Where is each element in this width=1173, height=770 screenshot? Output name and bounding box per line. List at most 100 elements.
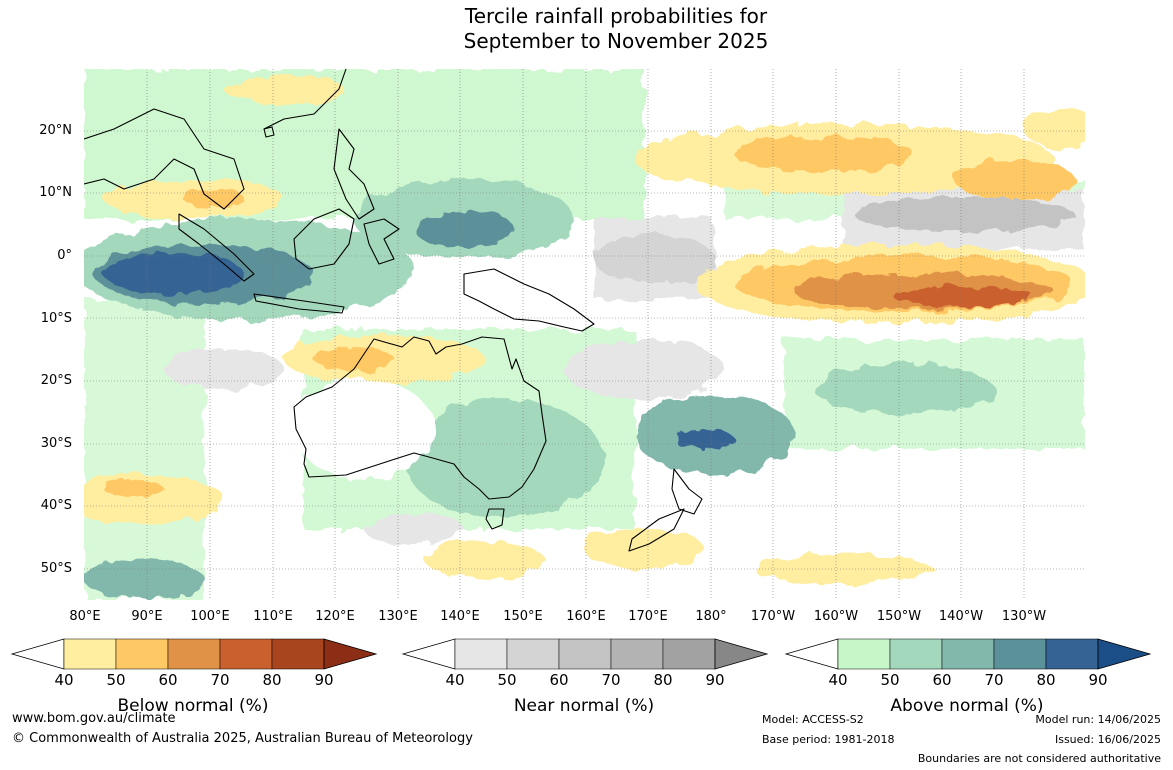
lon-label-130w: 130°W (1001, 609, 1047, 624)
lon-label-150w: 150°W (876, 609, 922, 624)
below-tick-60: 60 (158, 671, 178, 689)
probability-shading (84, 69, 1085, 599)
lat-label-0: 0° (57, 248, 72, 263)
near-tick-70: 70 (601, 671, 621, 689)
below-tick-90: 90 (314, 671, 334, 689)
colorbar-near-normal (401, 637, 769, 671)
above-tick-80: 80 (1036, 671, 1056, 689)
coastlines (84, 69, 703, 552)
tasmania-coast (485, 508, 505, 530)
lat-label-20s: 20°S (40, 373, 72, 388)
lon-label-160w: 160°W (813, 609, 859, 624)
lon-label-110e: 110°E (253, 609, 293, 624)
colorbar-near-swatch-4 (662, 638, 716, 670)
lat-label-50s: 50°S (40, 561, 72, 576)
model-run-date: Model run: 14/06/2025 (1035, 713, 1161, 726)
colorbar-above-swatch-3 (993, 638, 1047, 670)
lon-label-140w: 140°W (938, 609, 984, 624)
new-guinea-coast (463, 268, 595, 332)
colorbar-above-under-arrow (784, 638, 839, 670)
colorbar-above-over-arrow (1097, 638, 1152, 670)
colorbar-near-normal-graphic (401, 638, 769, 670)
new-zealand-north (671, 468, 703, 515)
copyright-notice: © Commonwealth of Australia 2025, Austra… (12, 731, 473, 746)
lon-label-180: 180° (695, 609, 727, 624)
colorbar-below-swatch-3 (219, 638, 273, 670)
above-tick-60: 60 (932, 671, 952, 689)
lon-label-170w: 170°W (750, 609, 796, 624)
colorbar-above-swatch-1 (889, 638, 943, 670)
below-tick-80: 80 (262, 671, 282, 689)
above-tick-90: 90 (1088, 671, 1108, 689)
below-tick-70: 70 (210, 671, 230, 689)
near-tick-80: 80 (653, 671, 673, 689)
colorbar-above-normal (784, 637, 1152, 671)
lon-label-90e: 90°E (131, 609, 163, 624)
colorbar-near-swatch-3 (610, 638, 664, 670)
lat-label-10n: 10°N (39, 185, 72, 200)
model-name: Model: ACCESS-S2 (762, 713, 864, 726)
above-tick-50: 50 (880, 671, 900, 689)
sumatra-coast (178, 213, 255, 282)
colorbar-below-swatch-0 (63, 638, 117, 670)
colorbar-above-swatch-4 (1045, 638, 1099, 670)
lat-label-30s: 30°S (40, 436, 72, 451)
lat-label-10s: 10°S (40, 311, 72, 326)
java-coast (253, 293, 345, 314)
borneo-coast (293, 208, 355, 270)
near-tick-90: 90 (705, 671, 725, 689)
lon-label-120e: 120°E (315, 609, 355, 624)
colorbar-below-normal (10, 637, 378, 671)
asia-mainland-coast (84, 108, 245, 210)
colorbar-above-swatch-0 (837, 638, 891, 670)
issued-date: Issued: 16/06/2025 (1054, 733, 1161, 746)
lon-label-100e: 100°E (190, 609, 230, 624)
philippines-coast (333, 128, 375, 220)
below-tick-50: 50 (106, 671, 126, 689)
colorbar-near-swatch-0 (454, 638, 508, 670)
colorbar-below-normal-graphic (10, 638, 378, 670)
colorbar-above-normal-graphic (784, 638, 1152, 670)
australia-coast (293, 336, 547, 500)
near-tick-40: 40 (445, 671, 465, 689)
map-canvas (84, 69, 1085, 600)
china-coast (263, 69, 347, 130)
map-title: Tercile rainfall probabilities for Septe… (0, 4, 1173, 54)
lat-label-40s: 40°S (40, 498, 72, 513)
colorbar-above-swatch-2 (941, 638, 995, 670)
lon-label-140e: 140°E (440, 609, 480, 624)
near-tick-60: 60 (549, 671, 569, 689)
above-normal-label: Above normal (%) (890, 696, 1044, 716)
colorbar-near-swatch-2 (558, 638, 612, 670)
below-tick-40: 40 (54, 671, 74, 689)
lat-label-20n: 20°N (39, 123, 72, 138)
near-normal-label: Near normal (%) (513, 696, 655, 716)
colorbar-below-under-arrow (10, 638, 65, 670)
lon-label-160e: 160°E (566, 609, 606, 624)
lon-label-150e: 150°E (503, 609, 543, 624)
colorbar-below-swatch-4 (271, 638, 325, 670)
colorbar-near-under-arrow (401, 638, 456, 670)
lon-label-130e: 130°E (378, 609, 418, 624)
lon-label-80e: 80°E (69, 609, 101, 624)
above-tick-40: 40 (828, 671, 848, 689)
colorbar-below-swatch-2 (167, 638, 221, 670)
probability-map (84, 69, 1085, 600)
base-period: Base period: 1981-2018 (762, 733, 895, 746)
website-link[interactable]: www.bom.gov.au/climate (12, 711, 176, 726)
below-normal-label: Below normal (%) (117, 696, 269, 716)
colorbar-near-over-arrow (714, 638, 769, 670)
above-tick-70: 70 (984, 671, 1004, 689)
colorbar-below-swatch-1 (115, 638, 169, 670)
colorbar-near-swatch-1 (506, 638, 560, 670)
lon-label-170e: 170°E (628, 609, 668, 624)
graticule (84, 69, 1085, 600)
new-zealand-south (628, 508, 685, 552)
sulawesi-coast (363, 218, 400, 265)
boundaries-disclaimer: Boundaries are not considered authoritat… (917, 752, 1161, 765)
colorbar-below-over-arrow (323, 638, 378, 670)
hainan-coast (263, 126, 275, 138)
title-line-1: Tercile rainfall probabilities for (464, 4, 768, 28)
near-tick-50: 50 (497, 671, 517, 689)
title-line-2: September to November 2025 (463, 29, 769, 53)
